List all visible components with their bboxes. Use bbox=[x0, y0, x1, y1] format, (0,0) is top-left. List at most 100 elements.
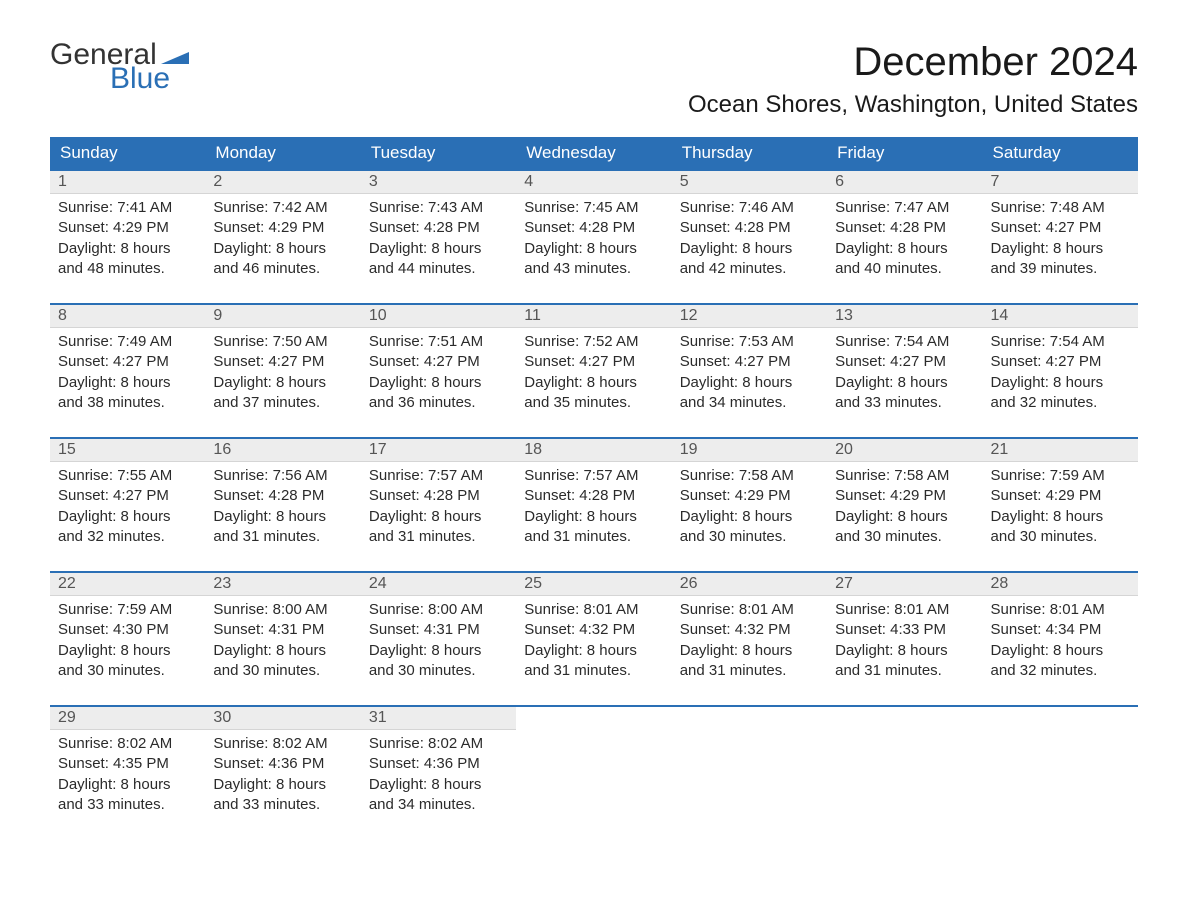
day-body: Sunrise: 8:02 AMSunset: 4:36 PMDaylight:… bbox=[205, 730, 360, 815]
day-d1: Daylight: 8 hours bbox=[213, 373, 352, 393]
day-sunset: Sunset: 4:28 PM bbox=[369, 218, 508, 238]
page-title: December 2024 bbox=[688, 40, 1138, 85]
day-d2: and 33 minutes. bbox=[213, 795, 352, 815]
day-d2: and 42 minutes. bbox=[680, 259, 819, 279]
week-row: 15Sunrise: 7:55 AMSunset: 4:27 PMDayligh… bbox=[50, 437, 1138, 555]
day-d1: Daylight: 8 hours bbox=[680, 373, 819, 393]
day-body: Sunrise: 7:50 AMSunset: 4:27 PMDaylight:… bbox=[205, 328, 360, 413]
day-number: 31 bbox=[361, 707, 516, 730]
calendar-day: 13 Sunrise: 7:54 AMSunset: 4:27 PMDayligh… bbox=[827, 305, 982, 421]
day-sunrise: Sunrise: 8:01 AM bbox=[524, 600, 663, 620]
day-body: Sunrise: 7:48 AMSunset: 4:27 PMDaylight:… bbox=[983, 194, 1138, 279]
day-d1: Daylight: 8 hours bbox=[369, 373, 508, 393]
calendar-day: 4Sunrise: 7:45 AMSunset: 4:28 PMDaylight… bbox=[516, 171, 671, 287]
day-number: 21 bbox=[983, 439, 1138, 462]
day-number: 5 bbox=[672, 171, 827, 194]
dayhead: Thursday bbox=[672, 137, 827, 169]
day-d1: Daylight: 8 hours bbox=[58, 641, 197, 661]
calendar-day: 29Sunrise: 8:02 AMSunset: 4:35 PMDayligh… bbox=[50, 707, 205, 823]
day-d1: Daylight: 8 hours bbox=[524, 373, 663, 393]
week-row: 22Sunrise: 7:59 AMSunset: 4:30 PMDayligh… bbox=[50, 571, 1138, 689]
day-d1: Daylight: 8 hours bbox=[213, 239, 352, 259]
day-sunset: Sunset: 4:27 PM bbox=[835, 352, 974, 372]
day-body: Sunrise: 7:55 AMSunset: 4:27 PMDaylight:… bbox=[50, 462, 205, 547]
day-d2: and 31 minutes. bbox=[524, 661, 663, 681]
day-sunrise: Sunrise: 7:53 AM bbox=[680, 332, 819, 352]
day-sunset: Sunset: 4:27 PM bbox=[58, 486, 197, 506]
day-number: 24 bbox=[361, 573, 516, 596]
day-d2: and 31 minutes. bbox=[369, 527, 508, 547]
day-d2: and 33 minutes. bbox=[835, 393, 974, 413]
day-sunrise: Sunrise: 7:54 AM bbox=[835, 332, 974, 352]
day-sunset: Sunset: 4:27 PM bbox=[58, 352, 197, 372]
day-number: 4 bbox=[516, 171, 671, 194]
day-number: 27 bbox=[827, 573, 982, 596]
day-body: Sunrise: 7:49 AMSunset: 4:27 PMDaylight:… bbox=[50, 328, 205, 413]
day-sunrise: Sunrise: 7:57 AM bbox=[524, 466, 663, 486]
day-d2: and 34 minutes. bbox=[369, 795, 508, 815]
day-d2: and 30 minutes. bbox=[680, 527, 819, 547]
day-d2: and 32 minutes. bbox=[58, 527, 197, 547]
day-number: 7 bbox=[983, 171, 1138, 194]
day-sunrise: Sunrise: 7:58 AM bbox=[835, 466, 974, 486]
day-body: Sunrise: 8:01 AMSunset: 4:32 PMDaylight:… bbox=[516, 596, 671, 681]
calendar-day: 18Sunrise: 7:57 AMSunset: 4:28 PMDayligh… bbox=[516, 439, 671, 555]
calendar-day: 7Sunrise: 7:48 AMSunset: 4:27 PMDaylight… bbox=[983, 171, 1138, 287]
day-body: Sunrise: 7:59 AMSunset: 4:29 PMDaylight:… bbox=[983, 462, 1138, 547]
day-d2: and 30 minutes. bbox=[369, 661, 508, 681]
day-number: 17 bbox=[361, 439, 516, 462]
day-d2: and 44 minutes. bbox=[369, 259, 508, 279]
day-body: Sunrise: 8:02 AMSunset: 4:36 PMDaylight:… bbox=[361, 730, 516, 815]
day-body: Sunrise: 7:45 AMSunset: 4:28 PMDaylight:… bbox=[516, 194, 671, 279]
day-number: 13 bbox=[827, 305, 982, 328]
calendar-day: 8Sunrise: 7:49 AMSunset: 4:27 PMDaylight… bbox=[50, 305, 205, 421]
day-d1: Daylight: 8 hours bbox=[991, 507, 1130, 527]
day-d2: and 40 minutes. bbox=[835, 259, 974, 279]
day-sunset: Sunset: 4:27 PM bbox=[991, 218, 1130, 238]
dayhead: Friday bbox=[827, 137, 982, 169]
title-block: December 2024 Ocean Shores, Washington, … bbox=[688, 40, 1138, 119]
day-sunset: Sunset: 4:36 PM bbox=[369, 754, 508, 774]
day-number: 28 bbox=[983, 573, 1138, 596]
day-d1: Daylight: 8 hours bbox=[58, 239, 197, 259]
calendar-day: 20Sunrise: 7:58 AMSunset: 4:29 PMDayligh… bbox=[827, 439, 982, 555]
day-d1: Daylight: 8 hours bbox=[680, 507, 819, 527]
day-sunrise: Sunrise: 8:00 AM bbox=[213, 600, 352, 620]
week-row: 29Sunrise: 8:02 AMSunset: 4:35 PMDayligh… bbox=[50, 705, 1138, 823]
day-sunset: Sunset: 4:31 PM bbox=[213, 620, 352, 640]
day-sunset: Sunset: 4:27 PM bbox=[213, 352, 352, 372]
day-body: Sunrise: 7:42 AMSunset: 4:29 PMDaylight:… bbox=[205, 194, 360, 279]
day-d2: and 30 minutes. bbox=[213, 661, 352, 681]
day-number: 20 bbox=[827, 439, 982, 462]
day-sunrise: Sunrise: 7:56 AM bbox=[213, 466, 352, 486]
day-sunset: Sunset: 4:27 PM bbox=[369, 352, 508, 372]
day-d2: and 35 minutes. bbox=[524, 393, 663, 413]
day-sunset: Sunset: 4:28 PM bbox=[835, 218, 974, 238]
day-sunrise: Sunrise: 8:02 AM bbox=[58, 734, 197, 754]
day-d2: and 31 minutes. bbox=[835, 661, 974, 681]
day-d1: Daylight: 8 hours bbox=[680, 641, 819, 661]
day-d1: Daylight: 8 hours bbox=[213, 775, 352, 795]
day-d1: Daylight: 8 hours bbox=[835, 373, 974, 393]
calendar-day: 2Sunrise: 7:42 AMSunset: 4:29 PMDaylight… bbox=[205, 171, 360, 287]
day-body: Sunrise: 7:51 AMSunset: 4:27 PMDaylight:… bbox=[361, 328, 516, 413]
day-d1: Daylight: 8 hours bbox=[835, 239, 974, 259]
day-d2: and 46 minutes. bbox=[213, 259, 352, 279]
week-row: 8Sunrise: 7:49 AMSunset: 4:27 PMDaylight… bbox=[50, 303, 1138, 421]
calendar-day: 19Sunrise: 7:58 AMSunset: 4:29 PMDayligh… bbox=[672, 439, 827, 555]
day-sunrise: Sunrise: 7:59 AM bbox=[58, 600, 197, 620]
day-number: 22 bbox=[50, 573, 205, 596]
day-sunrise: Sunrise: 7:59 AM bbox=[991, 466, 1130, 486]
day-d1: Daylight: 8 hours bbox=[835, 641, 974, 661]
day-number: 29 bbox=[50, 707, 205, 730]
day-body: Sunrise: 8:01 AMSunset: 4:33 PMDaylight:… bbox=[827, 596, 982, 681]
day-d2: and 33 minutes. bbox=[58, 795, 197, 815]
brand-blue: Blue bbox=[110, 64, 189, 94]
calendar-day: 30Sunrise: 8:02 AMSunset: 4:36 PMDayligh… bbox=[205, 707, 360, 823]
day-d2: and 31 minutes. bbox=[524, 527, 663, 547]
day-sunrise: Sunrise: 8:01 AM bbox=[991, 600, 1130, 620]
calendar-day: 5Sunrise: 7:46 AMSunset: 4:28 PMDaylight… bbox=[672, 171, 827, 287]
day-d2: and 39 minutes. bbox=[991, 259, 1130, 279]
day-number: 19 bbox=[672, 439, 827, 462]
day-body: Sunrise: 7:41 AMSunset: 4:29 PMDaylight:… bbox=[50, 194, 205, 279]
